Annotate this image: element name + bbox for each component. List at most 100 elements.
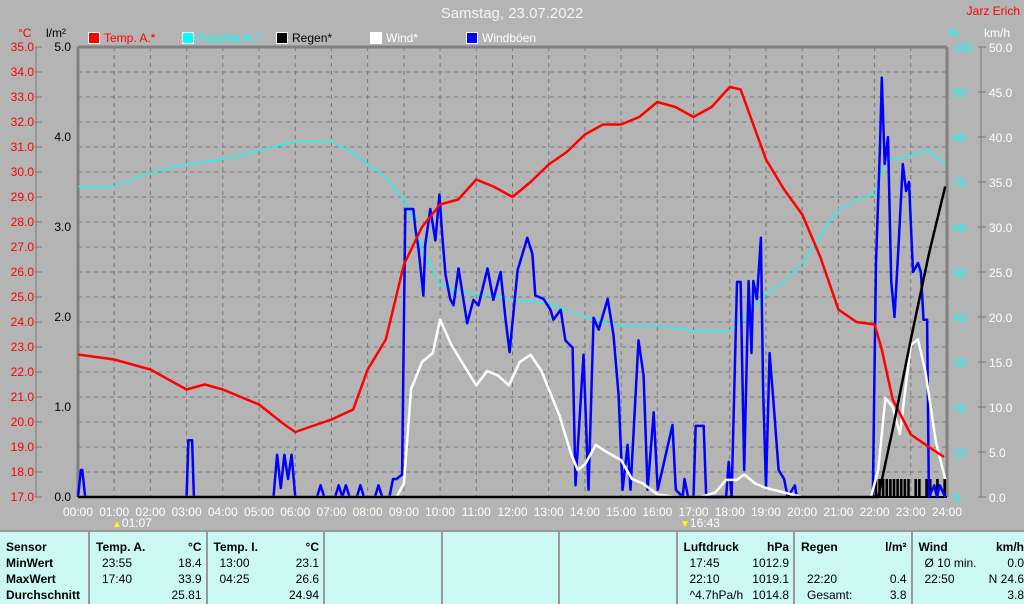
cell-value: 1012.9 bbox=[752, 556, 789, 570]
wind-tick-label: 5.0 bbox=[989, 446, 1006, 460]
rain-interval-bar bbox=[885, 479, 888, 497]
x-tick-label: 20:00 bbox=[787, 505, 817, 519]
wind-tick-label: 20.0 bbox=[989, 311, 1013, 325]
wind-tick-label: 45.0 bbox=[989, 86, 1013, 100]
temp-tick-label: 23.0 bbox=[11, 340, 35, 354]
cell-value: 3.8 bbox=[890, 588, 907, 602]
cell-value: 3.8 bbox=[1007, 588, 1024, 602]
series-line-humidity bbox=[78, 142, 945, 331]
humidity-tick-label: 20 bbox=[953, 401, 967, 415]
x-tick-label: 21:00 bbox=[823, 505, 853, 519]
cell-value: 1014.8 bbox=[752, 588, 789, 602]
series-line-wind bbox=[78, 78, 945, 497]
x-tick-label: 14:00 bbox=[570, 505, 600, 519]
humidity-tick-label: 10 bbox=[953, 446, 967, 460]
rain-tick-label: 0.0 bbox=[54, 490, 71, 504]
temp-tick-label: 19.0 bbox=[11, 440, 35, 454]
rain-interval-bar bbox=[893, 479, 896, 497]
column-header: Temp. A. bbox=[96, 540, 145, 554]
wind-tick-label: 15.0 bbox=[989, 356, 1013, 370]
temp-tick-label: 26.0 bbox=[11, 265, 35, 279]
rain-tick-label: 2.0 bbox=[54, 310, 71, 324]
stats-column bbox=[441, 532, 559, 604]
temp-tick-label: 29.0 bbox=[11, 190, 35, 204]
cell-value: 24.94 bbox=[289, 588, 319, 602]
cell-time: Gesamt: bbox=[807, 588, 852, 602]
column-unit: hPa bbox=[767, 540, 789, 554]
temp-tick-label: 18.0 bbox=[11, 465, 35, 479]
sensor-column: Sensor MinWert MaxWert Durchschnitt bbox=[0, 532, 88, 604]
humidity-tick-label: 30 bbox=[953, 356, 967, 370]
temp-tick-label: 17.0 bbox=[11, 490, 35, 504]
humidity-tick-label: 70 bbox=[953, 176, 967, 190]
column-unit: °C bbox=[306, 540, 319, 554]
cell-time: Ø 10 min. bbox=[925, 556, 977, 570]
x-tick-label: 08:00 bbox=[353, 505, 383, 519]
moon-icon: ▼ bbox=[680, 519, 690, 530]
wind-tick-label: 30.0 bbox=[989, 221, 1013, 235]
moonset-marker: ▼16:43 bbox=[680, 516, 720, 530]
x-tick-label: 06:00 bbox=[280, 505, 310, 519]
temp-tick-label: 35.0 bbox=[11, 40, 35, 54]
rain-interval-bar bbox=[907, 479, 910, 497]
stats-table: Sensor MinWert MaxWert Durchschnitt Temp… bbox=[0, 530, 1024, 604]
cell-time: 22:10 bbox=[690, 572, 720, 586]
rain-interval-bar bbox=[896, 479, 899, 497]
x-tick-label: 16:00 bbox=[642, 505, 672, 519]
humidity-tick-label: 50 bbox=[953, 266, 967, 280]
temp-tick-label: 27.0 bbox=[11, 240, 35, 254]
x-tick-label: 22:00 bbox=[860, 505, 890, 519]
column-unit: l/m² bbox=[885, 540, 906, 554]
x-tick-label: 19:00 bbox=[751, 505, 781, 519]
stats-column bbox=[323, 532, 441, 604]
cell-value: 0.4 bbox=[890, 572, 907, 586]
column-unit: °C bbox=[188, 540, 201, 554]
moonrise-time: 01:07 bbox=[122, 516, 152, 530]
temp-tick-label: 31.0 bbox=[11, 140, 35, 154]
rain-tick-label: 4.0 bbox=[54, 130, 71, 144]
temp-tick-label: 20.0 bbox=[11, 415, 35, 429]
rain-interval-bar bbox=[889, 479, 892, 497]
wind-tick-label: 50.0 bbox=[989, 41, 1013, 55]
cell-time: 23:55 bbox=[102, 556, 132, 570]
temp-tick-label: 25.0 bbox=[11, 290, 35, 304]
x-tick-label: 09:00 bbox=[389, 505, 419, 519]
x-tick-label: 12:00 bbox=[497, 505, 527, 519]
cell-value: 26.6 bbox=[296, 572, 319, 586]
cell-time: 22:20 bbox=[807, 572, 837, 586]
rain-tick-label: 5.0 bbox=[54, 40, 71, 54]
cell-time: 17:40 bbox=[102, 572, 132, 586]
humidity-tick-label: 80 bbox=[953, 131, 967, 145]
cell-time: 13:00 bbox=[220, 556, 250, 570]
cell-time: 04:25 bbox=[220, 572, 250, 586]
wind-tick-label: 40.0 bbox=[989, 131, 1013, 145]
column-header: Wind bbox=[919, 540, 948, 554]
rain-interval-bar bbox=[918, 479, 921, 497]
wind-tick-label: 10.0 bbox=[989, 401, 1013, 415]
x-tick-label: 15:00 bbox=[606, 505, 636, 519]
x-tick-label: 04:00 bbox=[208, 505, 238, 519]
wind-tick-label: 35.0 bbox=[989, 176, 1013, 190]
series-line-wind bbox=[78, 320, 945, 497]
cell-time: 22:50 bbox=[925, 572, 955, 586]
temp-tick-label: 28.0 bbox=[11, 215, 35, 229]
moon-icon: ▲ bbox=[112, 519, 122, 530]
wind-tick-label: 0.0 bbox=[989, 491, 1006, 505]
column-unit: km/h bbox=[996, 540, 1024, 554]
humidity-tick-label: 40 bbox=[953, 311, 967, 325]
temp-tick-label: 21.0 bbox=[11, 390, 35, 404]
humidity-tick-label: 100 bbox=[953, 41, 973, 55]
stats-column bbox=[558, 532, 676, 604]
temp-tick-label: 32.0 bbox=[11, 115, 35, 129]
x-tick-label: 23:00 bbox=[896, 505, 926, 519]
temp-tick-label: 30.0 bbox=[11, 165, 35, 179]
temp-tick-label: 33.0 bbox=[11, 90, 35, 104]
moonset-time: 16:43 bbox=[690, 516, 720, 530]
rain-interval-bar bbox=[900, 479, 903, 497]
wind-tick-label: 25.0 bbox=[989, 266, 1013, 280]
x-tick-label: 24:00 bbox=[932, 505, 962, 519]
cell-value: 23.1 bbox=[296, 556, 319, 570]
